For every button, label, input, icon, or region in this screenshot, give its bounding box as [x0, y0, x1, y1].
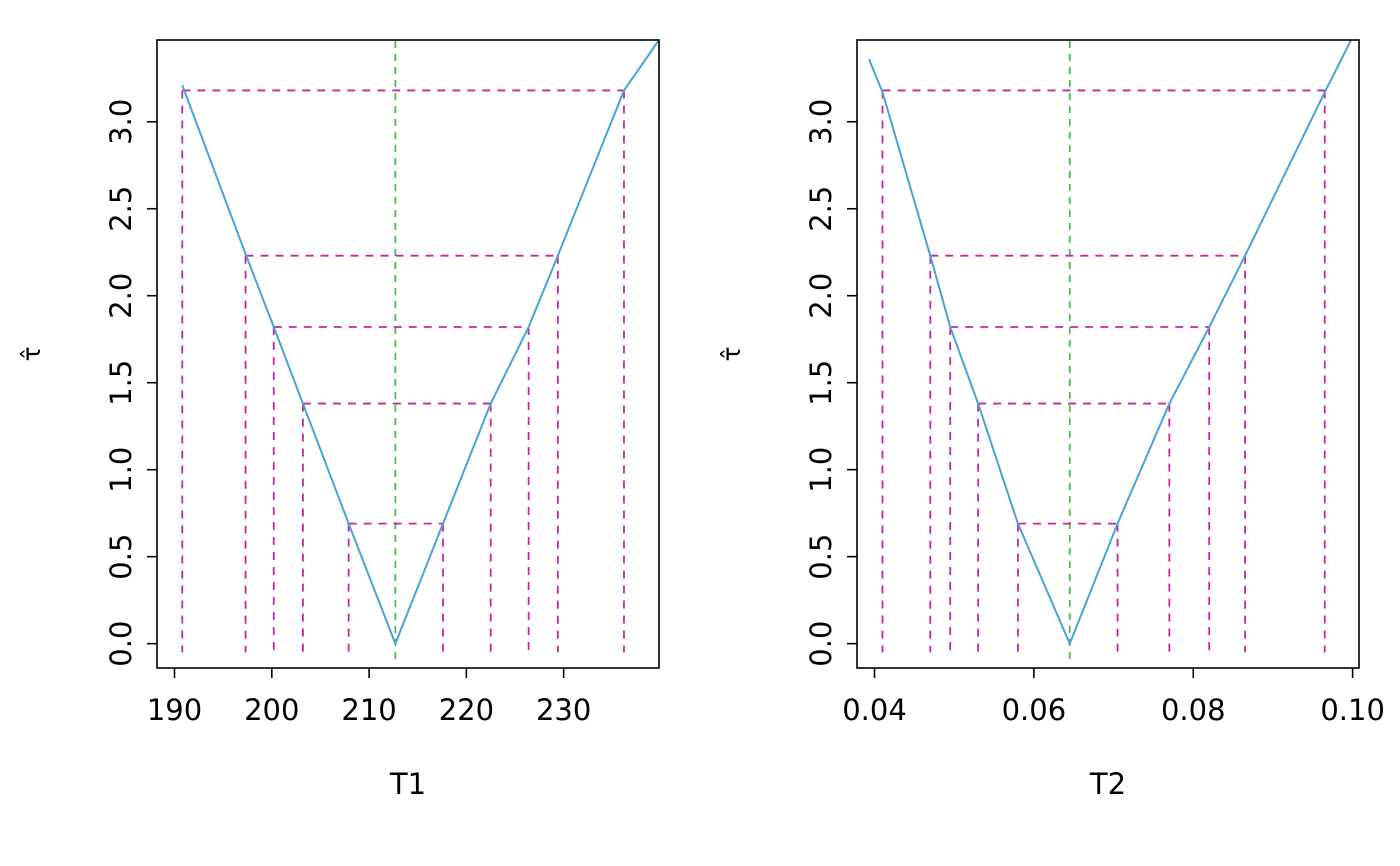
x-tick-label: 230 — [536, 693, 591, 727]
x-tick-label: 200 — [244, 693, 299, 727]
x-tick-label: 190 — [147, 693, 202, 727]
y-tick-label: 2.0 — [804, 273, 838, 319]
y-tick-label: 2.0 — [104, 273, 138, 319]
y-tick-label: 0.5 — [104, 534, 138, 580]
x-tick-label: 0.10 — [1320, 693, 1385, 727]
profile-plot-panel-2: 0.04 0.06 0.08 0.10 0.0 0.5 1.0 1.5 2.0 2.5 3.0 T2 τ… — [700, 0, 1400, 866]
x-tick-label: 0.08 — [1161, 693, 1226, 727]
plot-box — [856, 39, 1360, 669]
profile-plot-panel-1: 190 200 210 220 230 0.0 0.5 1.0 1.5 2.0 2.5 3.0 T1 τ̂ — [17, 39, 660, 801]
plot-box — [156, 39, 660, 669]
x-tick-label: 210 — [341, 693, 396, 727]
y-tick-label: 1.5 — [104, 360, 138, 406]
y-axis-label: τ̂ — [717, 346, 746, 361]
profile-curve — [181, 40, 659, 645]
x-tick-label: 220 — [439, 693, 494, 727]
profile-curve — [868, 40, 1352, 645]
y-tick-label: 1.0 — [804, 447, 838, 493]
y-tick-label: 2.5 — [804, 186, 838, 232]
y-tick-label: 3.0 — [804, 99, 838, 145]
x-axis-label: T1 — [389, 767, 426, 801]
y-tick-label: 0.0 — [804, 621, 838, 667]
y-tick-label: 0.0 — [104, 621, 138, 667]
y-tick-label: 2.5 — [104, 186, 138, 232]
profile-plot-T1: 190 200 210 220 230 0.0 0.5 1.0 1.5 2.0 2.5 3.0 T1 τ̂ — [17, 39, 660, 801]
x-tick-label: 0.06 — [1002, 693, 1067, 727]
y-axis-label: τ̂ — [17, 346, 46, 361]
y-tick-label: 1.0 — [104, 447, 138, 493]
y-tick-label: 1.5 — [804, 360, 838, 406]
x-axis-label: T2 — [1089, 767, 1126, 801]
y-tick-label: 3.0 — [104, 99, 138, 145]
x-tick-label: 0.04 — [842, 693, 907, 727]
y-tick-label: 0.5 — [804, 534, 838, 580]
profile-plot-T2: 0.04 0.06 0.08 0.10 0.0 0.5 1.0 1.5 2.0 2.5 3.0 T2 τ… — [717, 39, 1385, 801]
